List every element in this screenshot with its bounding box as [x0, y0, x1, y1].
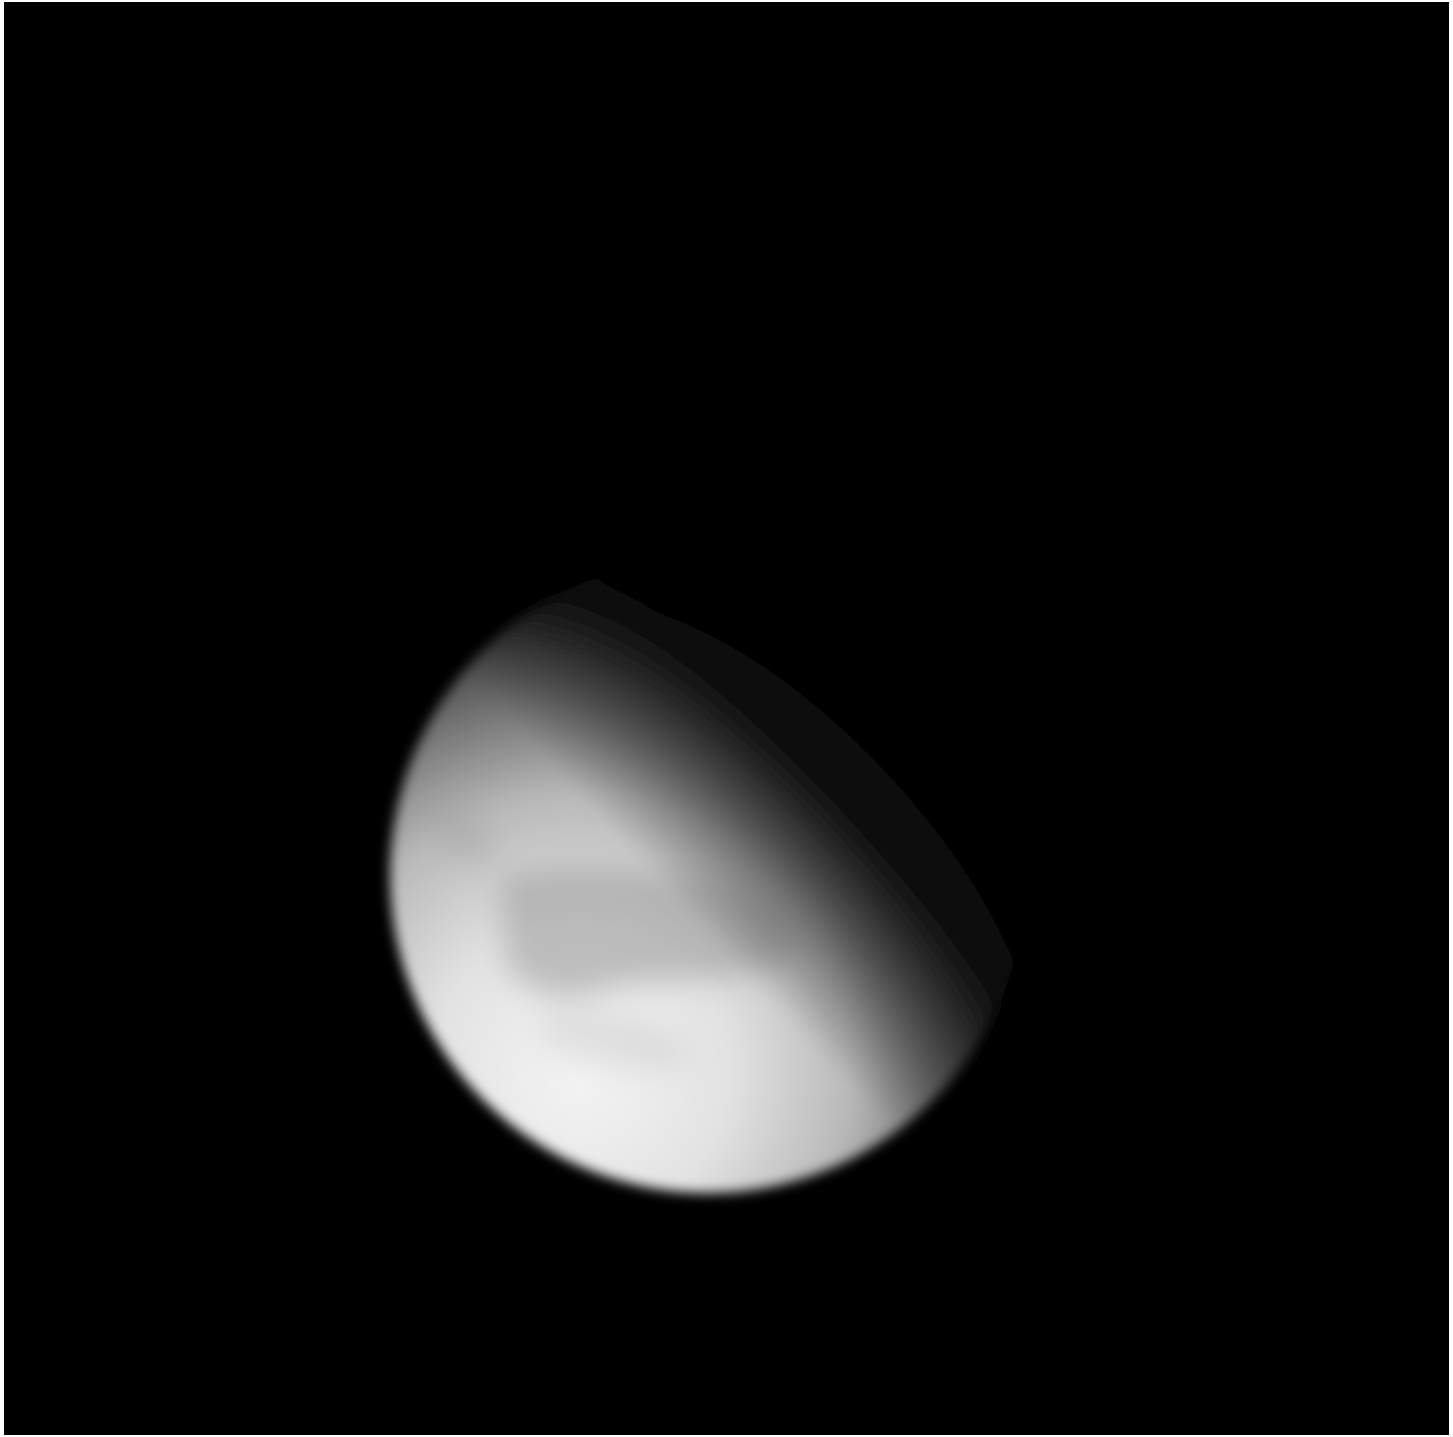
moon — [390, 557, 1026, 1193]
terminator-shade — [390, 557, 1026, 1193]
